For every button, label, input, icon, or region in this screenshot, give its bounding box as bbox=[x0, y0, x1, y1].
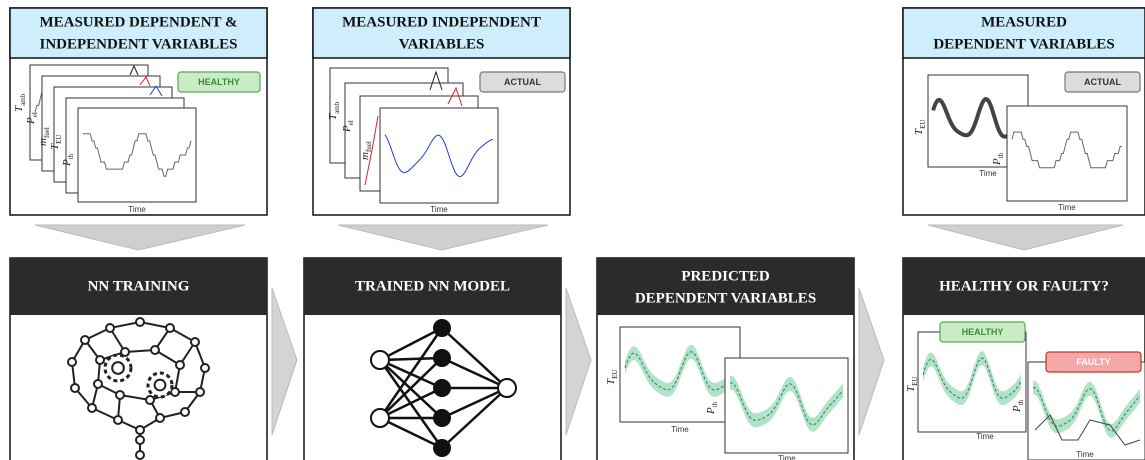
brain-node bbox=[136, 436, 144, 444]
brain-node bbox=[136, 426, 144, 434]
right-arrow bbox=[566, 288, 591, 435]
nn-node bbox=[433, 409, 451, 427]
status-tag-label: ACTUAL bbox=[504, 77, 541, 87]
brain-node bbox=[181, 408, 189, 416]
brain-node bbox=[106, 324, 114, 332]
brain-node bbox=[146, 396, 154, 404]
brain-node bbox=[201, 364, 209, 372]
chart-frame bbox=[1007, 106, 1127, 201]
status-tag-label: ACTUAL bbox=[1084, 77, 1121, 87]
axis-subscript: EU bbox=[611, 370, 619, 379]
status-tag-label: HEALTHY bbox=[962, 327, 1004, 337]
x-axis-label: Time bbox=[1058, 203, 1076, 212]
nn-node bbox=[433, 439, 451, 457]
panel-title: MEASURED bbox=[981, 14, 1067, 30]
axis-subscript: th bbox=[997, 152, 1005, 158]
axis-subscript: fuel bbox=[43, 127, 51, 138]
panel-title: MEASURED INDEPENDENT bbox=[342, 14, 541, 30]
axis-subscript: EU bbox=[911, 377, 919, 386]
axis-subscript: EU bbox=[919, 120, 927, 129]
brain-node bbox=[114, 416, 122, 424]
panel-header bbox=[597, 258, 854, 315]
x-axis-label: Time bbox=[430, 205, 448, 214]
x-axis-label: Time bbox=[1076, 450, 1094, 459]
panel-title: TRAINED NN MODEL bbox=[355, 278, 510, 294]
down-arrow bbox=[35, 225, 245, 250]
panel-title: PREDICTED bbox=[681, 268, 770, 284]
axis-subscript: amb bbox=[19, 93, 27, 106]
right-arrow bbox=[859, 288, 884, 435]
axis-subscript: amb bbox=[333, 101, 341, 114]
nn-node bbox=[433, 349, 451, 367]
panel-title: VARIABLES bbox=[399, 36, 485, 52]
brain-node bbox=[88, 404, 96, 412]
axis-subscript: el bbox=[347, 120, 355, 125]
nn-node bbox=[371, 351, 389, 369]
brain-node bbox=[136, 451, 144, 459]
brain-node bbox=[166, 324, 174, 332]
workflow-diagram: MEASURED DEPENDENT & INDEPENDENT VARIABLE… bbox=[0, 0, 1145, 460]
panel-title: DEPENDENT VARIABLES bbox=[933, 36, 1114, 52]
axis-subscript: EU bbox=[55, 135, 63, 144]
nn-node bbox=[371, 409, 389, 427]
brain-node bbox=[151, 346, 159, 354]
brain-node bbox=[136, 318, 144, 326]
brain-node bbox=[156, 414, 164, 422]
brain-node bbox=[71, 384, 79, 392]
panel-title: HEALTHY OR FAULTY? bbox=[939, 278, 1109, 294]
x-axis-label: Time bbox=[671, 425, 689, 434]
chart-frame bbox=[380, 108, 498, 203]
down-arrow bbox=[928, 225, 1123, 250]
nn-node bbox=[498, 379, 516, 397]
right-arrow bbox=[272, 288, 297, 435]
panel-title: INDEPENDENT VARIABLES bbox=[40, 36, 238, 52]
brain-node bbox=[81, 336, 89, 344]
status-tag-label: FAULTY bbox=[1076, 357, 1110, 367]
axis-subscript: th bbox=[67, 153, 75, 159]
x-axis-label: Time bbox=[976, 432, 994, 441]
panel-title: DEPENDENT VARIABLES bbox=[635, 290, 816, 306]
down-arrow bbox=[338, 225, 548, 250]
brain-node bbox=[94, 380, 102, 388]
x-axis-label: Time bbox=[128, 205, 146, 214]
panel-title: MEASURED DEPENDENT & bbox=[39, 14, 237, 30]
nn-node bbox=[433, 319, 451, 337]
x-axis-label: Time bbox=[778, 454, 796, 460]
axis-symbol: m bbox=[37, 138, 49, 146]
brain-node bbox=[196, 388, 204, 396]
brain-node bbox=[191, 338, 199, 346]
gear-hub bbox=[155, 380, 166, 391]
axis-subscript: th bbox=[711, 401, 719, 407]
axis-subscript: th bbox=[1017, 399, 1025, 405]
axis-subscript: fuel bbox=[365, 141, 373, 152]
axis-subscript: el bbox=[31, 112, 39, 117]
axis-symbol: m bbox=[359, 152, 371, 160]
brain-node bbox=[96, 356, 104, 364]
status-tag-label: HEALTHY bbox=[198, 77, 240, 87]
x-axis-label: Time bbox=[979, 169, 997, 178]
nn-node bbox=[433, 379, 451, 397]
brain-node bbox=[116, 391, 124, 399]
gear-hub bbox=[112, 362, 124, 374]
panel-title: NN TRAINING bbox=[88, 278, 190, 294]
brain-node bbox=[176, 361, 184, 369]
brain-node bbox=[68, 358, 76, 366]
chart-frame bbox=[78, 108, 196, 202]
